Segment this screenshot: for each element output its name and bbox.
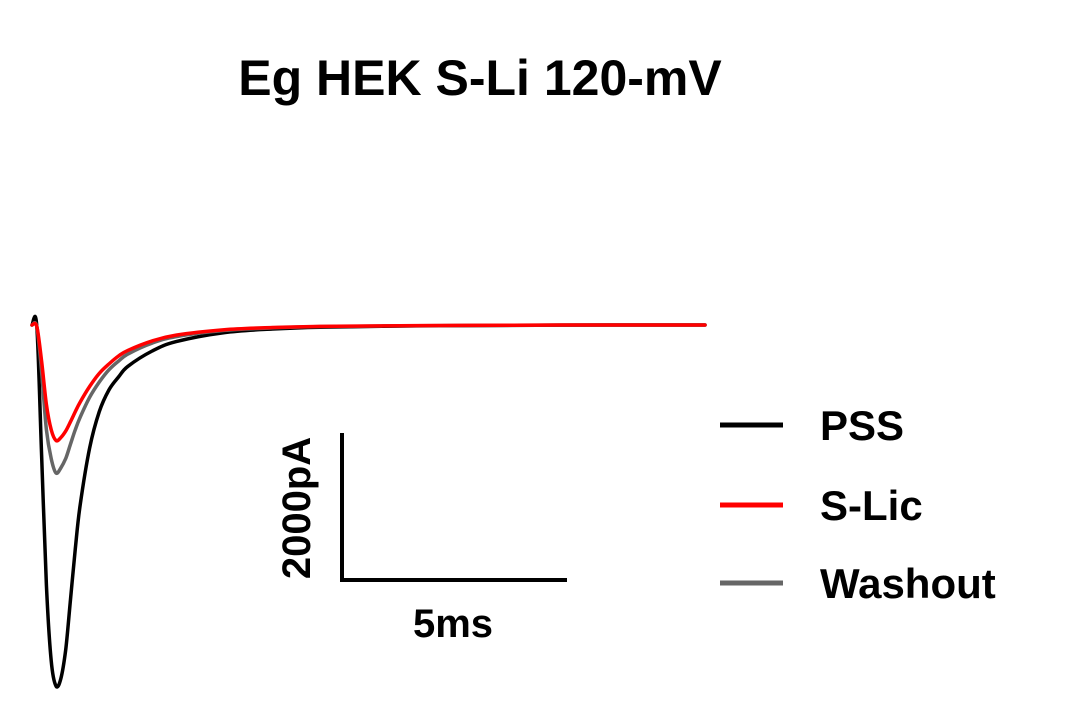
scale-bar-x-label: 5ms: [413, 602, 493, 646]
scale-bar: 2000pA 5ms: [275, 433, 567, 646]
trace-s-lic: [30, 321, 707, 443]
trace-washout: [30, 320, 707, 476]
chart-title: Eg HEK S-Li 120-mV: [238, 50, 722, 106]
legend-label-s-lic: S-Lic: [820, 482, 923, 529]
trace-pss: [30, 314, 707, 689]
scale-bar-y-label: 2000pA: [275, 437, 319, 579]
legend: PSS S-Lic Washout: [720, 402, 996, 607]
legend-label-washout: Washout: [820, 560, 996, 607]
legend-label-pss: PSS: [820, 402, 904, 449]
trace-group: [30, 314, 707, 689]
